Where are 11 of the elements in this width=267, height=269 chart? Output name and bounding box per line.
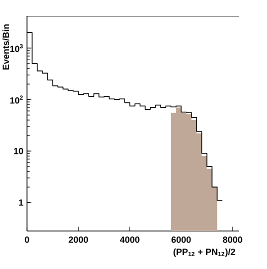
x-tick-label: 8000 xyxy=(222,236,242,243)
x-tick-label: 6000 xyxy=(172,236,191,243)
y-tick-label: 10$^{3}$ xyxy=(10,44,23,52)
x-tick-label: 2000 xyxy=(68,236,88,243)
y-tick-label: 1 xyxy=(19,199,24,206)
y-tick-label: 10 xyxy=(14,148,24,154)
y-tick-label: 10$^{2}$ xyxy=(10,96,23,104)
x-axis-title: (PP$_{12}$ + PN$_{12}$)/2 xyxy=(174,248,236,257)
x-tick-label: 4000 xyxy=(120,236,140,243)
y-axis-title: Events/Bin xyxy=(2,24,10,70)
x-tick-label: 0 xyxy=(24,236,30,243)
